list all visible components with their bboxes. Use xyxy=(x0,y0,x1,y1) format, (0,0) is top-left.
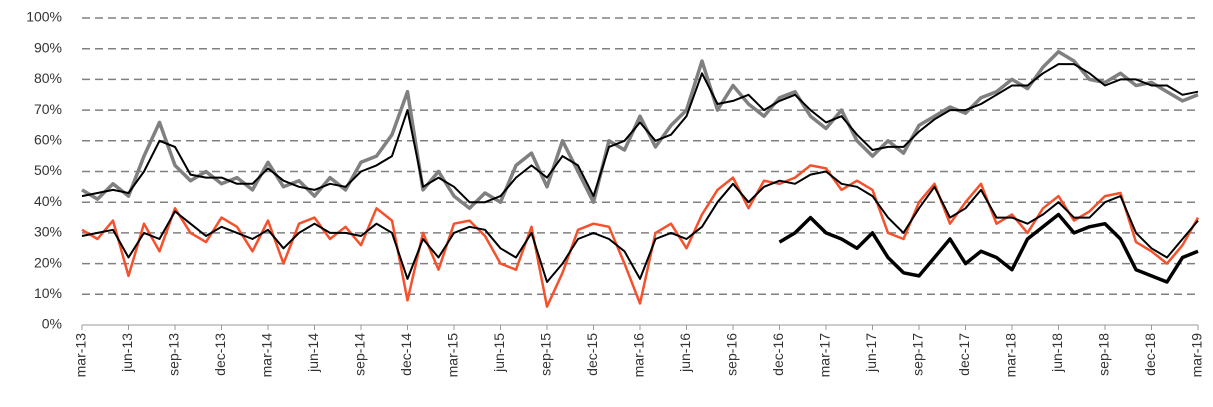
x-tick-label: jun-16 xyxy=(677,333,693,373)
y-tick-label: 10% xyxy=(34,285,62,301)
x-tick-label: jun-15 xyxy=(491,333,507,373)
series-line xyxy=(778,212,1199,284)
x-tick-label: dec-14 xyxy=(398,333,414,376)
y-tick-label: 20% xyxy=(34,254,62,270)
x-tick-label: dec-15 xyxy=(584,333,600,376)
x-tick-label: mar-17 xyxy=(817,333,833,378)
x-tick-label: sep-17 xyxy=(910,333,926,376)
x-tick-label: sep-15 xyxy=(538,333,554,376)
y-tick-label: 60% xyxy=(34,132,62,148)
series-line xyxy=(81,164,1200,308)
y-tick-label: 70% xyxy=(34,101,62,117)
x-tick-label: sep-14 xyxy=(352,333,368,376)
y-tick-label: 40% xyxy=(34,193,62,209)
x-tick-label: mar-14 xyxy=(259,333,275,378)
x-tick-label: dec-17 xyxy=(956,333,972,376)
x-tick-label: jun-17 xyxy=(863,333,879,373)
y-tick-label: 0% xyxy=(42,316,62,332)
x-tick-label: mar-16 xyxy=(631,333,647,378)
x-tick-label: mar-15 xyxy=(445,333,461,378)
x-tick-label: mar-13 xyxy=(73,333,89,378)
y-tick-label: 80% xyxy=(34,70,62,86)
x-tick-label: dec-18 xyxy=(1142,333,1158,376)
series-line xyxy=(81,170,1199,283)
y-tick-label: 30% xyxy=(34,224,62,240)
series-line xyxy=(81,63,1199,204)
x-tick-label: dec-13 xyxy=(212,333,228,376)
x-tick-label: sep-16 xyxy=(724,333,740,376)
x-tick-label: mar-18 xyxy=(1003,333,1019,378)
x-tick-label: sep-18 xyxy=(1096,333,1112,376)
x-tick-label: jun-14 xyxy=(305,333,321,373)
x-tick-label: jun-13 xyxy=(119,333,135,373)
x-tick-label: mar-19 xyxy=(1189,333,1205,378)
y-tick-label: 50% xyxy=(34,162,62,178)
x-tick-label: jun-18 xyxy=(1049,333,1065,373)
series-line xyxy=(81,50,1199,211)
y-tick-label: 90% xyxy=(34,39,62,55)
x-tick-label: sep-13 xyxy=(166,333,182,376)
x-tick-label: dec-16 xyxy=(770,333,786,376)
y-tick-label: 100% xyxy=(26,9,62,25)
